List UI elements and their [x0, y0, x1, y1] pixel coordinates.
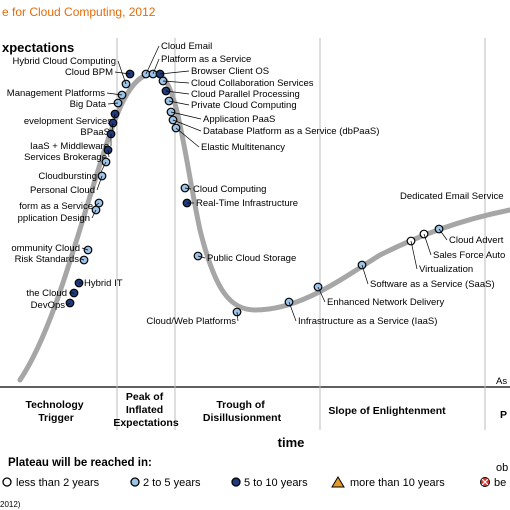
legend-label-gt10: more than 10 years — [350, 477, 445, 489]
phase-plateau: P — [500, 409, 507, 421]
hype-point-label: Cloudbursting — [38, 171, 97, 182]
hype-point-label: Management Platforms — [7, 88, 105, 99]
hype-point-leader — [288, 301, 297, 322]
hype-point-label: Big Data — [70, 99, 107, 110]
legend-title: Plateau will be reached in: — [8, 457, 152, 469]
hype-point-label: Cloud Computing — [193, 184, 266, 195]
hype-point-leader — [317, 286, 326, 303]
hype-point-label: Virtualization — [419, 264, 473, 275]
hype-point-label: evelopment Services — [24, 116, 112, 127]
hype-point-leader — [117, 60, 127, 85]
hype-point-label: Hybrid Cloud Computing — [13, 56, 117, 67]
hype-point-leader — [168, 100, 190, 106]
hype-point-leader — [80, 258, 85, 261]
phase-labels: Technology Trigger Peak of Inflated Expe… — [25, 391, 507, 429]
hype-point-label: Cloud Advert — [449, 235, 504, 246]
x-axis-label: time — [278, 435, 305, 450]
hype-point-leader — [152, 58, 160, 75]
hype-point-label: Services Brokerage — [24, 152, 107, 163]
hype-point-leader — [172, 119, 202, 132]
phase-trough: Trough of Disillusionment — [203, 399, 282, 424]
hype-point-label: Browser Client OS — [191, 66, 269, 77]
legend-marker-5to10 — [231, 477, 241, 487]
hype-point-label: DevOps — [31, 300, 66, 311]
chart-title: e for Cloud Computing, 2012 — [2, 5, 156, 19]
hype-point-label: Cloud Collaboration Services — [191, 78, 314, 89]
hype-point-leader — [170, 111, 202, 120]
hype-point-leader — [91, 209, 97, 219]
hype-point-label: ommunity Cloud — [11, 243, 80, 254]
hype-point-leader — [361, 264, 369, 285]
hype-point-label: pplication Design — [18, 213, 90, 224]
legend-marker-lt2 — [2, 477, 12, 487]
hype-point-label: Risk Standards — [15, 254, 80, 265]
hype-point-label: Hybrid IT — [84, 278, 123, 289]
hype-point-leader — [145, 45, 160, 75]
hype-point-label: Public Cloud Storage — [207, 253, 296, 264]
hype-curve — [17, 71, 510, 383]
hype-point-leader — [96, 175, 103, 191]
hype-point-label: Infrastructure as a Service (IaaS) — [298, 316, 437, 327]
legend-label-lt2: less than 2 years — [16, 477, 100, 489]
hype-point-label: Cloud/Web Platforms — [146, 316, 236, 327]
hype-point-leader — [66, 302, 71, 306]
hype-point-leader — [106, 92, 123, 96]
hype-point-label: Database Platform as a Service (dbPaaS) — [203, 126, 379, 137]
hype-point-leader — [175, 127, 200, 148]
hype-point-leader — [107, 102, 119, 105]
hype-point-leader — [162, 80, 190, 84]
hype-point-leader — [236, 311, 239, 322]
hype-point-leader — [114, 71, 131, 75]
hype-point-leader — [423, 233, 432, 256]
hype-point-label: Private Cloud Computing — [191, 100, 297, 111]
hype-point-label: form as a Service — [19, 201, 93, 212]
hype-point-marker — [193, 251, 203, 261]
legend-label-5to10: 5 to 10 years — [244, 477, 308, 489]
hype-point-label: Cloud Email — [161, 41, 212, 52]
legend-obs-top: ob — [496, 462, 508, 474]
hype-point-label: IaaS + Middleware — [30, 141, 109, 152]
hype-point-leader — [107, 149, 110, 158]
legend-label-2to5: 2 to 5 years — [143, 477, 201, 489]
phase-peak: Peak of Inflated Expectations — [113, 391, 179, 429]
hype-point-label: Software as a Service (SaaS) — [370, 279, 495, 290]
hype-point-leader — [197, 255, 206, 259]
hype-point-label: Elastic Multitenancy — [201, 142, 285, 153]
hype-point-leader — [410, 240, 418, 270]
hype-point-leader — [81, 247, 89, 251]
phase-slope: Slope of Enlightenment — [328, 405, 446, 417]
y-axis-label: xpectations — [2, 40, 74, 55]
hype-point-leader — [159, 70, 190, 75]
legend-marker-gt10 — [331, 476, 345, 488]
hype-point-label: Enhanced Network Delivery — [327, 297, 444, 308]
legend-marker-obs-x — [481, 478, 489, 486]
hype-point-label: Application PaaS — [203, 114, 275, 125]
hype-point-label: Sales Force Auto — [433, 250, 505, 261]
hype-point-label: Cloud Parallel Processing — [191, 89, 300, 100]
legend: Plateau will be reached in: less than 2 … — [2, 457, 508, 489]
footer-note: 2012) — [0, 500, 21, 509]
plateau-note: As — [496, 376, 507, 387]
hype-point-leader — [165, 90, 190, 95]
hype-point-label: Cloud BPM — [65, 67, 113, 78]
legend-label-obs: be — [494, 477, 506, 489]
hype-point-label: Personal Cloud — [30, 185, 95, 196]
hype-point-label: BPaaS — [80, 127, 110, 138]
hype-point-label: Dedicated Email Service — [400, 191, 504, 202]
phase-trigger: Technology Trigger — [25, 399, 86, 424]
hype-point-leader — [438, 228, 448, 241]
hype-point-label: the Cloud — [26, 288, 67, 299]
legend-marker-2to5 — [130, 477, 140, 487]
hype-point-label: Platform as a Service — [161, 54, 251, 65]
hype-point-label: Real-Time Infrastructure — [196, 198, 298, 209]
hype-point-leader — [94, 202, 100, 207]
hype-point-leader — [184, 187, 192, 190]
